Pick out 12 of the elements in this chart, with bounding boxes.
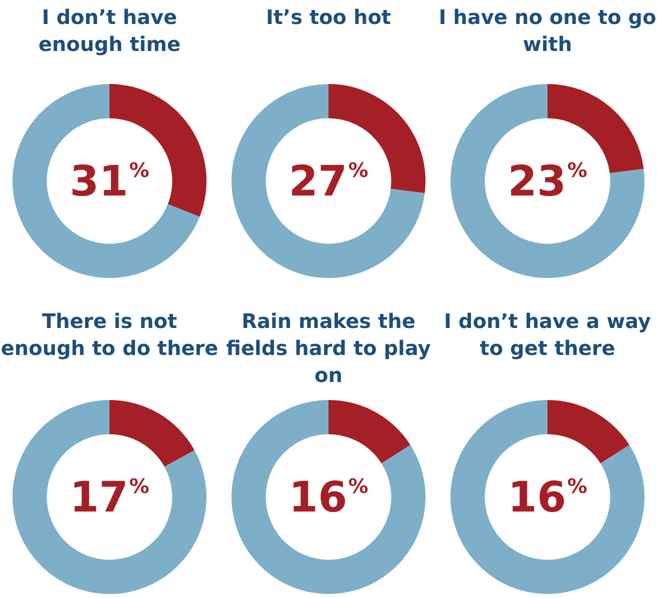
chart-title: Rain makes the fields hard to play on [225,308,432,389]
data-label: 17% [70,472,150,522]
data-label: 27% [288,156,368,206]
data-label: 16% [508,472,588,522]
chart-title: I have no one to go with [438,4,657,58]
chart-title: I don’t have enough time [37,4,182,58]
data-label: 23% [508,156,588,206]
chart-title: I don’t have a way to get there [443,308,652,362]
data-label: 16% [288,472,368,522]
data-label: 31% [70,156,150,206]
chart-title: There is not enough to do there [0,308,219,362]
chart-title: It’s too hot [264,4,392,31]
